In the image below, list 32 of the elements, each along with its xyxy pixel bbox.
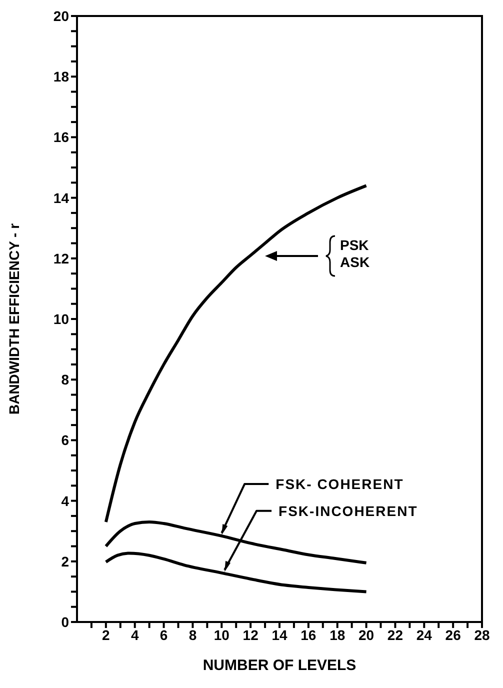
x-tick-label: 24 [416, 626, 432, 643]
y-tick-label: 2 [61, 553, 70, 570]
y-tick-label: 12 [53, 250, 70, 266]
x-axis-title: NUMBER OF LEVELS [202, 657, 356, 674]
y-tick-label: 8 [61, 372, 70, 388]
x-tick-label: 6 [160, 626, 168, 643]
y-tick-label: 10 [53, 310, 70, 327]
y-tick-label: 0 [61, 614, 70, 630]
x-tick-label: 10 [214, 626, 230, 643]
annotation: FSK-INCOHERENT [278, 502, 418, 519]
x-tick-label: 16 [300, 626, 316, 643]
y-tick-label: 16 [53, 129, 70, 146]
y-tick-label: 4 [61, 492, 70, 509]
x-tick-label: 20 [358, 626, 374, 643]
x-tick-label: 22 [387, 626, 404, 643]
x-tick-label: 18 [330, 626, 346, 643]
line-series [104, 552, 368, 594]
y-tick-label: 20 [53, 8, 70, 24]
x-tick-label: 26 [445, 626, 462, 643]
line-series [104, 520, 368, 564]
x-tick-label: 8 [188, 626, 197, 643]
x-tick-label: 2 [102, 626, 110, 643]
y-axis-title: BANDWIDTH EFFICIENCY - r [6, 222, 22, 415]
x-tick-label: 28 [474, 626, 490, 643]
y-tick-label: 18 [53, 68, 70, 85]
annotation: PSK ASK [340, 237, 370, 270]
annotation: FSK- COHERENT [276, 476, 404, 492]
y-tick-label: 14 [53, 190, 70, 206]
y-tick-label: 6 [61, 432, 70, 448]
x-tick-label: 14 [272, 626, 288, 643]
x-tick-label: 12 [242, 626, 259, 643]
x-tick-label: 4 [130, 626, 139, 643]
